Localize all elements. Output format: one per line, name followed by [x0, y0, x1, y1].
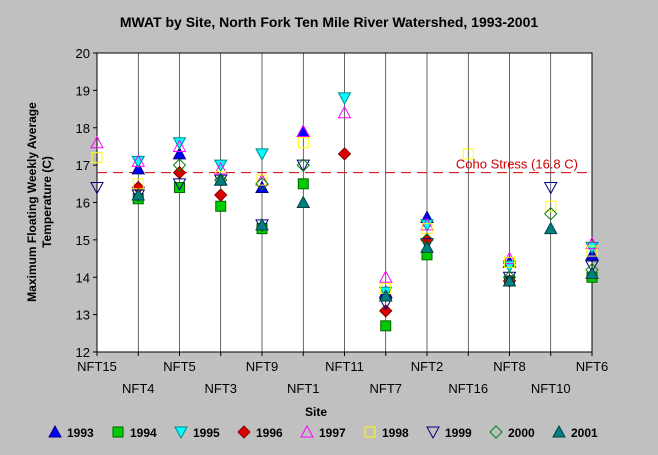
- y-tick-label: 20: [76, 46, 90, 61]
- data-point: [337, 147, 352, 161]
- legend-label: 1997: [319, 426, 346, 440]
- legend-marker: [426, 426, 440, 440]
- data-point: [502, 251, 517, 265]
- x-tick-label: NFT1: [287, 381, 320, 396]
- data-point: [172, 158, 187, 172]
- data-point: [174, 182, 185, 194]
- data-point: [337, 92, 352, 105]
- x-axis: NFT15 NFT4 NFT5 NFT3 NFT9 NFT1 NFT11 NFT7 NFT2 NF…: [77, 352, 608, 396]
- data-point: [131, 187, 146, 201]
- x-tick-label: NFT5: [163, 359, 196, 374]
- legend-label: 1998: [382, 426, 409, 440]
- data-point: [214, 173, 228, 187]
- x-tick-label: NFT8: [493, 359, 526, 374]
- data-point: [297, 137, 309, 149]
- y-tick-label: 12: [76, 345, 90, 360]
- y-tick-label: 16: [76, 196, 90, 211]
- y-axis-label-line2: Temperature (C): [40, 156, 54, 248]
- data-point: [91, 152, 103, 164]
- data-point: [585, 241, 599, 255]
- data-point: [504, 256, 515, 268]
- data-point: [378, 270, 393, 283]
- legend-marker: [300, 424, 314, 438]
- x-tick-label: NFT11: [325, 359, 364, 374]
- data-point: [172, 178, 187, 191]
- data-point: [544, 207, 558, 221]
- data-point: [172, 137, 187, 150]
- y-tick-label: 15: [76, 233, 90, 248]
- legend-marker: [174, 426, 188, 440]
- legend-label: 1993: [67, 426, 94, 440]
- legend-marker: [552, 424, 566, 438]
- data-point: [543, 221, 558, 235]
- data-point: [214, 188, 228, 202]
- y-tick-label: 13: [76, 308, 90, 323]
- x-tick-label: NFT3: [205, 381, 238, 396]
- data-point: [585, 236, 599, 250]
- x-axis-label: Site: [305, 405, 327, 419]
- data-point: [379, 304, 393, 318]
- data-point: [420, 217, 434, 231]
- grid-lines: [137, 53, 552, 352]
- x-tick-label: NFT9: [246, 359, 279, 374]
- x-tick-label: NFT10: [531, 381, 571, 396]
- data-point: [213, 173, 228, 186]
- data-point: [502, 273, 517, 287]
- data-point: [172, 139, 187, 152]
- legend-label: 2000: [508, 426, 535, 440]
- y-tick-label: 18: [76, 121, 90, 136]
- data-point: [586, 245, 598, 257]
- data-point: [255, 177, 269, 191]
- data-point: [215, 200, 227, 212]
- coho-stress-label: Coho Stress (16.8 C): [456, 157, 578, 172]
- legend-label: 1995: [193, 426, 220, 440]
- data-point: [545, 200, 557, 212]
- data-point: [337, 105, 352, 119]
- x-tick-label: NFT15: [77, 359, 117, 374]
- y-tick-label: 14: [76, 270, 90, 285]
- legend-label: 2001: [571, 426, 598, 440]
- x-tick-label: NFT6: [576, 359, 609, 374]
- data-point: [296, 124, 311, 137]
- y-tick-label: 19: [76, 83, 90, 98]
- data-point: [90, 135, 104, 149]
- data-point: [255, 217, 269, 231]
- y-axis: 12 13 14 15 16 17 18 19 20: [76, 46, 97, 360]
- legend-label: 1999: [445, 426, 472, 440]
- legend-label: 1996: [256, 426, 283, 440]
- x-tick-label: NFT7: [370, 381, 403, 396]
- chart-title: MWAT by Site, North Fork Ten Mile River …: [120, 14, 539, 30]
- data-point: [420, 240, 434, 253]
- y-tick-label: 17: [76, 158, 90, 173]
- legend-marker: [48, 424, 62, 438]
- legend-label: 1994: [130, 426, 157, 440]
- data-point: [543, 182, 558, 195]
- legend-marker: [364, 426, 376, 438]
- data-point: [296, 158, 310, 172]
- data-point: [256, 174, 268, 186]
- data-point: [213, 159, 228, 173]
- data-marks: [90, 92, 599, 332]
- legend-marker: [237, 425, 251, 439]
- data-point: [502, 271, 517, 285]
- x-tick-label: NFT16: [448, 381, 488, 396]
- data-point: [585, 266, 599, 280]
- legend: 1993 1994 1995 1996 1997 1998 1999 2000 2001: [48, 424, 598, 440]
- legend-marker: [489, 425, 503, 439]
- data-point: [462, 148, 474, 160]
- data-point: [255, 148, 269, 161]
- data-point: [297, 178, 309, 190]
- data-point: [296, 195, 311, 208]
- data-point: [131, 154, 146, 167]
- x-tick-label: NFT4: [122, 381, 155, 396]
- x-tick-label: NFT2: [411, 359, 444, 374]
- y-axis-label-line1: Maximum Floating Weekly Average: [25, 102, 39, 302]
- data-point: [296, 159, 311, 173]
- data-point: [420, 238, 434, 251]
- data-point: [380, 320, 392, 332]
- data-point: [378, 288, 393, 302]
- data-point: [90, 182, 104, 195]
- legend-marker: [112, 426, 124, 438]
